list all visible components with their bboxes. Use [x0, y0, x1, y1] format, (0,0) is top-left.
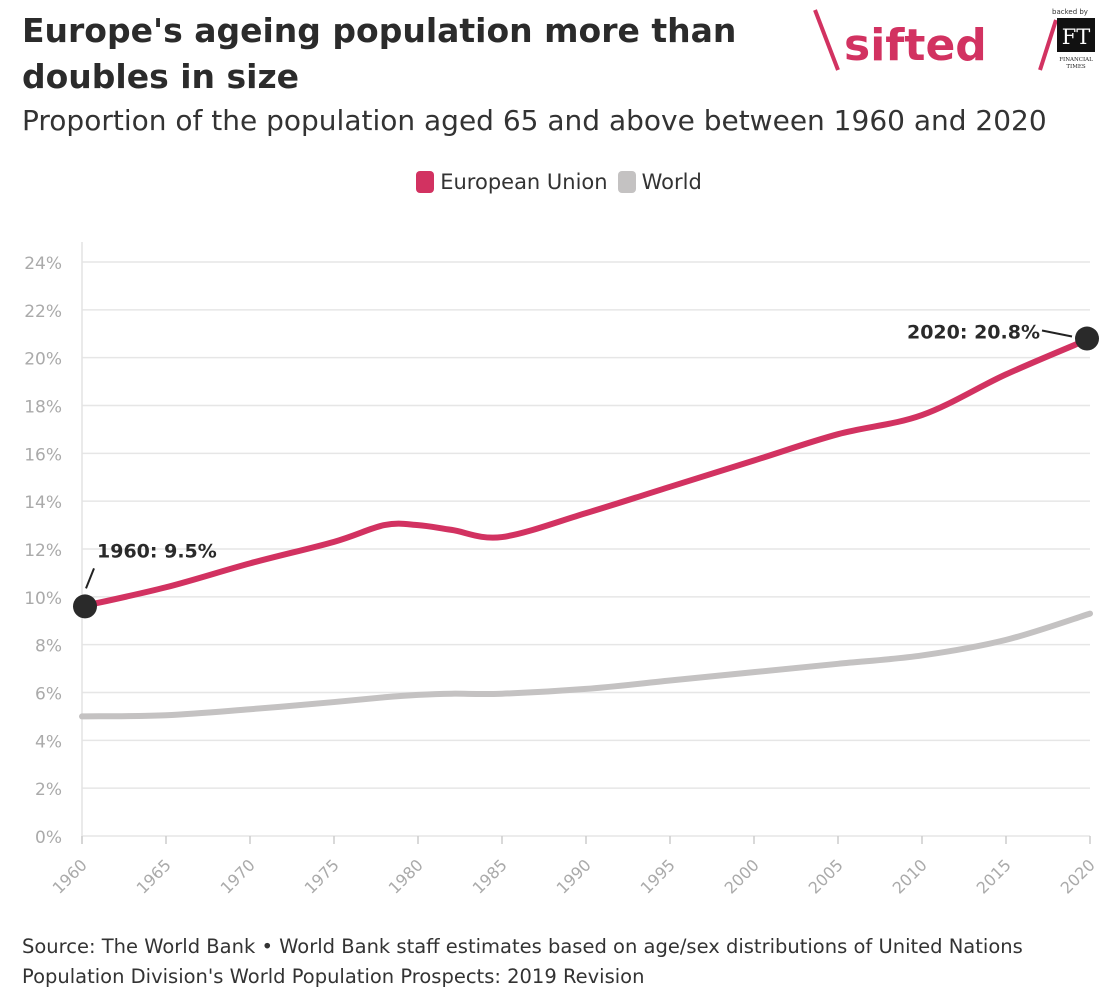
y-tick-label: 0%	[35, 828, 62, 848]
logo-slash-right	[1038, 19, 1058, 71]
x-tick-label: 2010	[889, 855, 931, 897]
x-tick-label: 1975	[301, 855, 343, 897]
x-tick-label: 2005	[805, 855, 847, 897]
ft-name-line1: FINANCIAL	[1059, 57, 1093, 63]
ft-initials: FT	[1062, 25, 1091, 49]
y-tick-label: 4%	[35, 732, 62, 752]
x-tick-label: 1995	[637, 855, 679, 897]
legend-label-eu: European Union	[440, 170, 608, 194]
x-tick-label: 1985	[469, 855, 511, 897]
y-tick-label: 2%	[35, 780, 62, 800]
legend-swatch-world	[617, 171, 636, 193]
data-point-eu-2020	[1075, 326, 1099, 351]
y-tick-label: 12%	[24, 541, 62, 561]
annotation-leader-start	[85, 568, 95, 589]
series-line-world	[79, 610, 1093, 720]
logo-backed-by: backed by	[1052, 8, 1088, 16]
annotation-label-start: 1960: 9.5%	[97, 540, 217, 562]
x-tick-label: 1990	[553, 855, 595, 897]
y-tick-label: 20%	[24, 350, 62, 370]
x-tick-label: 1980	[385, 855, 427, 897]
y-tick-label: 8%	[35, 637, 62, 657]
x-tick-label: 2020	[1057, 855, 1099, 897]
ft-logo-box	[1057, 18, 1095, 52]
series-line-european-union	[79, 335, 1093, 610]
chart-title: Europe's ageing population more than dou…	[22, 11, 737, 96]
line-chart: 0% 2% 4% 6% 8% 10% 12% 14% 16% 18% 20% 22% 24% 1960 19…	[24, 242, 1099, 898]
logo-slash-left	[813, 9, 840, 71]
y-tick-label: 24%	[24, 254, 62, 274]
x-tick-label: 1965	[133, 855, 175, 897]
annotation-leader-end	[1041, 329, 1073, 338]
y-tick-label: 22%	[24, 302, 62, 322]
logo-brand-text: sifted	[844, 20, 987, 71]
source-note: Source: The World Bank • World Bank staf…	[22, 935, 1023, 988]
legend-item-eu[interactable]: European Union	[416, 170, 608, 194]
annotation-label-end: 2020: 20.8%	[907, 322, 1040, 344]
chart-subtitle: Proportion of the population aged 65 and…	[22, 104, 1047, 137]
y-tick-label: 6%	[35, 685, 62, 705]
data-point-eu-1960	[73, 594, 97, 619]
y-tick-label: 14%	[24, 493, 62, 513]
x-tick-label: 2000	[721, 855, 763, 897]
ft-name-line2: TIMES	[1066, 64, 1085, 70]
legend: European Union World	[0, 170, 1118, 194]
x-tick-label: 1970	[217, 855, 259, 897]
y-tick-label: 16%	[24, 445, 62, 465]
legend-label-world: World	[641, 170, 702, 194]
sifted-ft-logo: sifted backed by FT FINANCIAL TIMES	[813, 8, 1095, 71]
y-tick-label: 18%	[24, 398, 62, 418]
legend-swatch-eu	[416, 171, 435, 193]
x-tick-label: 2015	[973, 855, 1015, 897]
x-tick-label: 1960	[49, 855, 91, 897]
y-tick-label: 10%	[24, 589, 62, 609]
legend-item-world[interactable]: World	[617, 170, 702, 194]
